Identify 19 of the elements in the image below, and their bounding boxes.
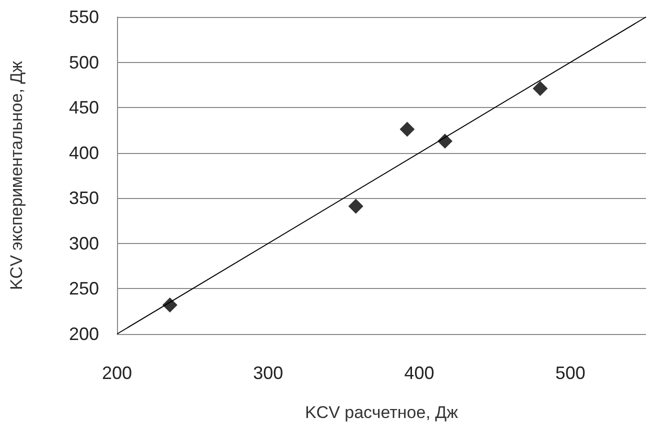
x-tick-label: 200 [102,363,132,383]
point [348,198,364,214]
y-tick-label: 300 [68,233,99,254]
x-tick-label: 300 [253,363,284,383]
x-tick-label: 400 [404,363,434,383]
y-tick-label: 450 [68,98,99,118]
x-axis-title: KCV расчетное, Дж [304,403,459,422]
y-axis-title: KCV экспериментальное, Дж [7,60,26,290]
x-tick-label: 500 [555,363,586,383]
y-tick-label: 550 [68,7,99,27]
y-tick-label: 500 [68,52,99,72]
y-tick-label: 250 [68,278,99,299]
y-tick-label: 200 [68,324,99,344]
point [400,122,415,137]
point [437,134,452,149]
y-tick-label: 400 [68,142,99,163]
y-tick-label: 350 [68,188,99,208]
point [532,81,548,96]
point [162,298,178,313]
